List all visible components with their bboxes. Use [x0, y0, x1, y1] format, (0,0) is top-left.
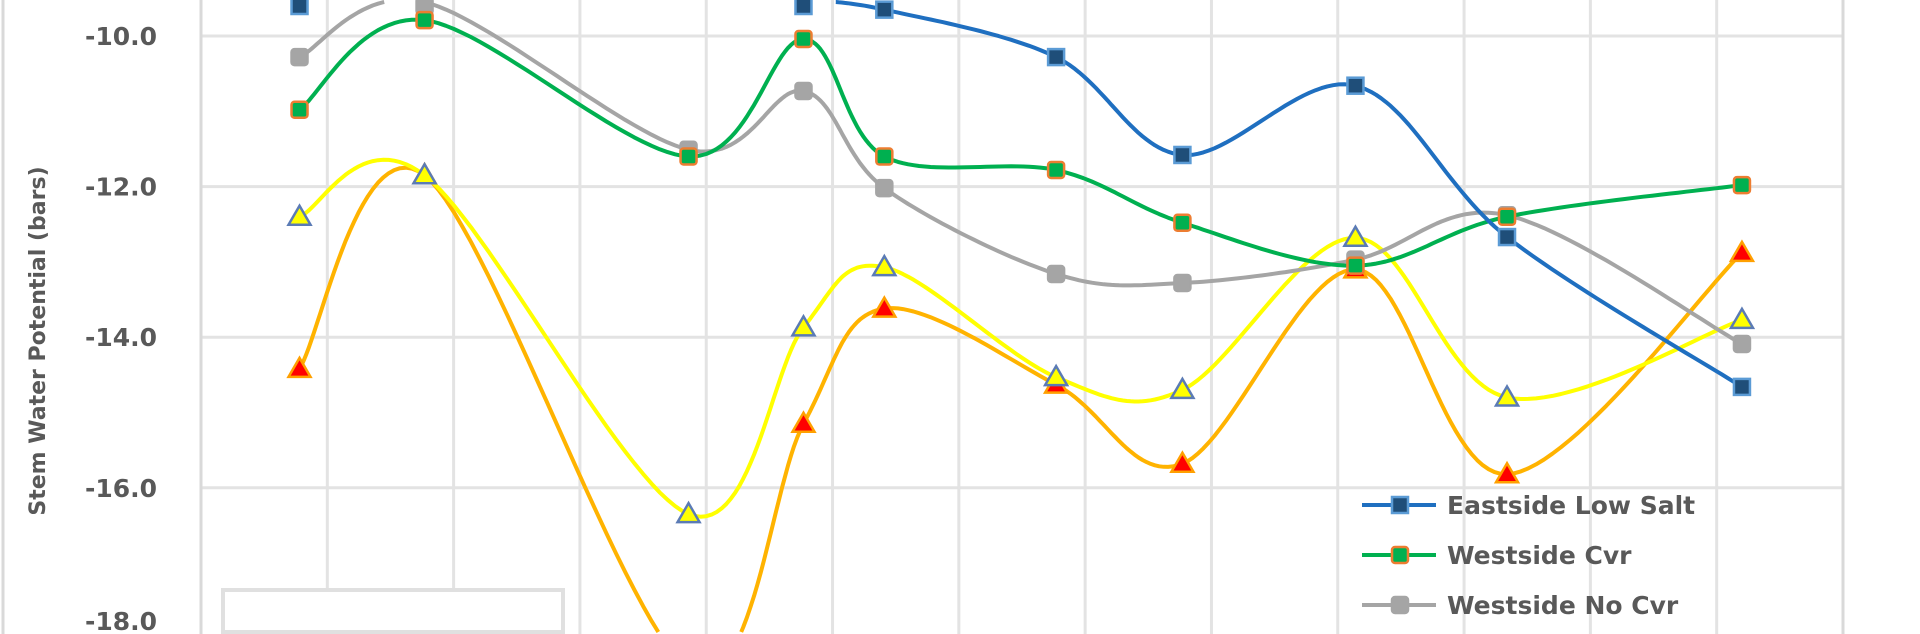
data-point — [286, 355, 313, 379]
y-tick-label: -12.0 — [85, 173, 157, 202]
data-point — [875, 147, 894, 166]
data-point — [790, 410, 817, 434]
y-axis-ticks: -10.0 -12.0 -14.0 -16.0 -18.0 — [85, 22, 157, 634]
y-tick-label: -10.0 — [85, 22, 157, 51]
data-point — [1173, 145, 1192, 165]
series-4 — [286, 157, 1756, 524]
data-point — [415, 10, 434, 30]
data-point — [1728, 239, 1756, 263]
y-axis-title: Stem Water Potential (bars) — [26, 166, 51, 515]
data-point — [1173, 213, 1192, 232]
data-point — [290, 0, 309, 16]
series-1 — [290, 0, 1752, 397]
y-tick-label: -18.0 — [85, 607, 157, 634]
legend-marker — [1390, 495, 1410, 515]
data-point — [1497, 207, 1517, 226]
data-point — [871, 253, 898, 277]
data-point — [1497, 227, 1517, 247]
gridlines — [199, 0, 1845, 634]
data-point — [790, 313, 817, 337]
y-tick-label: -16.0 — [85, 474, 157, 503]
data-point — [290, 47, 309, 67]
legend-label: Eastside Low Salt — [1447, 491, 1695, 520]
data-point — [1732, 175, 1752, 195]
series-group — [286, 0, 1756, 634]
data-point — [290, 100, 309, 120]
data-point — [1046, 264, 1066, 284]
data-point — [1732, 377, 1752, 397]
data-point — [1042, 363, 1070, 387]
series-line — [298, 17, 1743, 268]
legend-item: Eastside Low Salt — [1362, 491, 1695, 520]
data-point — [1342, 224, 1369, 248]
series-line — [739, 251, 1744, 633]
data-point — [1169, 376, 1196, 400]
data-point — [1046, 47, 1066, 67]
data-point — [1493, 383, 1521, 407]
data-point — [411, 161, 438, 185]
series-3 — [290, 0, 1752, 354]
data-point — [1493, 460, 1521, 484]
data-point — [794, 0, 813, 16]
y-tick-label: -14.0 — [85, 323, 157, 352]
legend-label: Westside No Cvr — [1447, 591, 1679, 620]
year-label-box — [221, 588, 565, 634]
data-point — [875, 0, 894, 19]
data-point — [675, 500, 702, 524]
data-point — [794, 29, 813, 49]
data-point — [1346, 76, 1365, 95]
legend-item: Westside Cvr — [1362, 541, 1632, 570]
legend-item: Westside No Cvr — [1362, 591, 1679, 620]
data-point — [1173, 273, 1192, 293]
data-point — [286, 203, 313, 226]
data-point — [1046, 160, 1066, 180]
data-point — [1728, 306, 1756, 330]
legend-marker — [1390, 595, 1410, 615]
series-line — [298, 157, 1743, 519]
data-point — [794, 81, 813, 101]
data-point — [1732, 334, 1752, 354]
series-line — [422, 0, 1743, 346]
series-2 — [290, 10, 1752, 275]
legend: Eastside Low Salt Westside Cvr Westside No… — [1362, 491, 1695, 620]
legend-marker — [1390, 545, 1410, 565]
data-point — [875, 178, 894, 198]
data-point — [1346, 256, 1365, 275]
data-point — [679, 147, 698, 166]
series-line — [833, 0, 1744, 389]
legend-label: Westside Cvr — [1447, 541, 1632, 570]
series-line — [298, 0, 386, 59]
data-point — [871, 295, 898, 318]
data-point — [1169, 450, 1196, 473]
